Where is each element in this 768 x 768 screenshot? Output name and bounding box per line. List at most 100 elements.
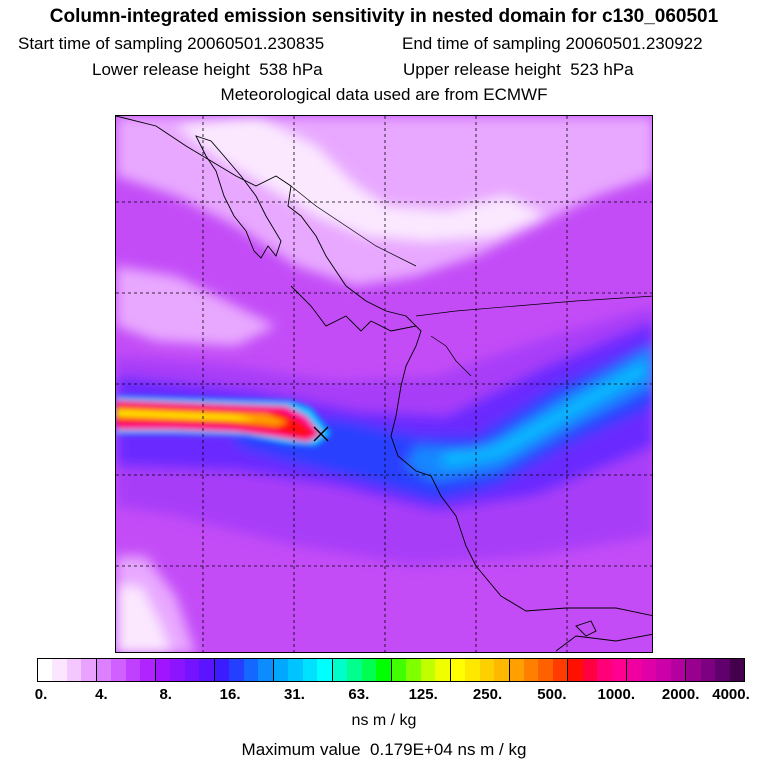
colorbar-swatch bbox=[332, 659, 348, 681]
colorbar-swatch bbox=[627, 659, 642, 681]
maximum-value-label: Maximum value bbox=[241, 740, 361, 759]
upper-release-height: Upper release height 523 hPa bbox=[403, 60, 634, 80]
end-time-label: End time of sampling bbox=[402, 34, 561, 53]
colorbar-tick-label: 125. bbox=[408, 686, 438, 703]
colorbar-swatch bbox=[170, 659, 185, 681]
azure-streak bbox=[406, 347, 652, 481]
start-time-value: 20060501.230835 bbox=[187, 34, 325, 53]
colorbar-swatch bbox=[670, 659, 687, 681]
colorbar-swatch bbox=[435, 659, 451, 681]
start-time: Start time of sampling 20060501.230835 bbox=[18, 34, 324, 54]
colorbar-swatch bbox=[184, 659, 200, 681]
country-borders bbox=[290, 185, 652, 377]
colorbar-unit: ns m / kg bbox=[351, 712, 417, 729]
colorbar-tick-label: 250. bbox=[472, 686, 503, 703]
maximum-value: Maximum value 0.179E+04 ns m / kg bbox=[0, 740, 768, 760]
colorbar-swatch bbox=[199, 659, 215, 681]
colorbar-swatch bbox=[81, 659, 97, 681]
border-northeast bbox=[415, 295, 652, 317]
colorbar-tick-label: 8. bbox=[159, 686, 172, 703]
colorbar-swatch bbox=[258, 659, 274, 681]
colorbar-swatch bbox=[538, 659, 553, 681]
colorbar-tick-label: 4000. bbox=[712, 686, 750, 703]
colorbar-tick-label: 0. bbox=[34, 686, 48, 703]
coastline-south bbox=[555, 633, 652, 652]
border-east bbox=[430, 335, 472, 377]
coastline-peninsula bbox=[195, 135, 282, 259]
colorbar-swatch bbox=[552, 659, 569, 681]
maximum-value-number: 0.179E+04 ns m / kg bbox=[370, 740, 527, 759]
light-region-west bbox=[116, 266, 276, 346]
colorbar-swatch bbox=[597, 659, 612, 681]
blue-band bbox=[236, 341, 652, 501]
cyan-streak bbox=[441, 361, 646, 466]
colorbar-swatch bbox=[700, 659, 716, 681]
map-canvas bbox=[116, 116, 652, 652]
met-data-note: Meteorological data used are from ECMWF bbox=[220, 85, 548, 104]
sensitivity-map bbox=[115, 115, 653, 653]
plume-yellow bbox=[116, 411, 256, 420]
colorbar-swatch bbox=[494, 659, 510, 681]
end-time: End time of sampling 20060501.230922 bbox=[402, 34, 703, 54]
colorbar-swatch bbox=[229, 659, 244, 681]
colorbar bbox=[37, 658, 745, 682]
colorbar-swatch bbox=[288, 659, 303, 681]
colorbar-swatch bbox=[125, 659, 141, 681]
colorbar-tick-label: 16. bbox=[219, 686, 241, 703]
colorbar-swatch bbox=[656, 659, 671, 681]
lower-release-label: Lower release height bbox=[92, 60, 250, 79]
colorbar-tick-label: 1000. bbox=[597, 686, 636, 703]
colorbar-swatch bbox=[729, 659, 745, 681]
lower-release-value: 538 hPa bbox=[259, 60, 323, 79]
colorbar-swatch bbox=[391, 659, 407, 681]
colorbar-swatch bbox=[376, 659, 392, 681]
colorbar-swatch bbox=[420, 659, 436, 681]
colorbar-tick-label: 2000. bbox=[661, 686, 700, 703]
release-location-marker bbox=[313, 426, 329, 442]
lower-release-height: Lower release height 538 hPa bbox=[92, 60, 323, 80]
colorbar-swatch bbox=[361, 659, 377, 681]
colorbar-tick-label: 63. bbox=[348, 686, 370, 703]
upper-release-label: Upper release height bbox=[403, 60, 561, 79]
border-north bbox=[290, 185, 417, 267]
start-time-label: Start time of sampling bbox=[18, 34, 183, 53]
white-region-southwest bbox=[116, 586, 171, 652]
colorbar-tick-label: 500. bbox=[537, 686, 567, 703]
colorbar-swatch bbox=[214, 659, 230, 681]
colorbar-swatch bbox=[52, 659, 67, 681]
plot-title: Column-integrated emission sensitivity i… bbox=[49, 6, 719, 27]
colorbar-swatch bbox=[523, 659, 539, 681]
colorbar-swatch bbox=[479, 659, 495, 681]
colorbar-swatch bbox=[155, 659, 171, 681]
colorbar-swatch bbox=[406, 659, 421, 681]
colorbar-swatch bbox=[273, 659, 289, 681]
coastline bbox=[116, 116, 652, 652]
colorbar-swatch bbox=[509, 659, 524, 681]
field-contours bbox=[116, 116, 652, 652]
end-time-value: 20060501.230922 bbox=[565, 34, 703, 53]
colorbar-swatch bbox=[715, 659, 730, 681]
colorbar-swatch bbox=[243, 659, 259, 681]
colorbar-swatch bbox=[450, 659, 466, 681]
colorbar-swatch bbox=[611, 659, 628, 681]
upper-release-value: 523 hPa bbox=[570, 60, 634, 79]
colorbar-swatch bbox=[66, 659, 82, 681]
colorbar-swatch bbox=[686, 659, 701, 681]
colorbar-swatch bbox=[317, 659, 333, 681]
colorbar-tick-label: 31. bbox=[284, 686, 305, 703]
plume bbox=[116, 396, 331, 446]
white-region-north bbox=[176, 116, 546, 241]
coastline-island bbox=[575, 620, 597, 637]
coastline-mainland bbox=[116, 116, 652, 617]
colorbar-swatch bbox=[96, 659, 112, 681]
colorbar-swatch bbox=[465, 659, 480, 681]
coastline-gulf bbox=[290, 285, 417, 332]
colorbar-swatch bbox=[140, 659, 156, 681]
colorbar-swatch bbox=[582, 659, 598, 681]
colorbar-swatch bbox=[568, 659, 583, 681]
colorbar-swatch bbox=[641, 659, 657, 681]
colorbar-swatch bbox=[38, 659, 53, 681]
colorbar-swatch bbox=[347, 659, 362, 681]
colorbar-swatch bbox=[111, 659, 126, 681]
release-marker-stroke bbox=[313, 426, 329, 442]
